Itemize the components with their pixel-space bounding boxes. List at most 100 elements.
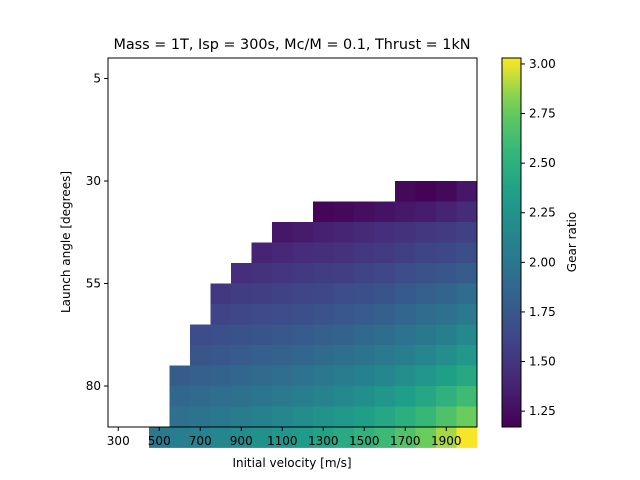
y-axis-label: Launch angle [degrees] <box>59 171 73 313</box>
heatmap-cell <box>456 263 478 284</box>
heatmap-cell <box>456 324 478 346</box>
x-axis-ticks: 300 500 700 900 1100 1300 1500 1700 1900 <box>107 427 462 448</box>
heatmap-cell <box>292 345 314 366</box>
heatmap-cell <box>313 427 334 448</box>
heatmap-cell <box>272 304 293 325</box>
heatmap-cell <box>415 365 437 387</box>
colorbar-tick-label: 2.00 <box>529 255 556 269</box>
heatmap-cell <box>313 242 334 264</box>
heatmap-cell <box>272 222 293 243</box>
heatmap-cell <box>415 201 437 223</box>
heatmap-cell <box>436 201 457 223</box>
x-tick-label: 1900 <box>431 434 462 448</box>
colorbar-tick-label: 2.25 <box>529 206 556 220</box>
heatmap-cell <box>210 324 232 346</box>
heatmap-cell <box>313 222 334 243</box>
heatmap-cell <box>354 242 375 264</box>
heatmap-cell <box>313 345 334 366</box>
heatmap-cell <box>415 406 437 428</box>
heatmap-cell <box>210 386 232 407</box>
heatmap-cell <box>251 406 273 428</box>
x-tick-label: 1500 <box>349 434 380 448</box>
heatmap-cell <box>456 201 478 223</box>
heatmap-cell <box>333 324 355 346</box>
heatmap-cell <box>210 304 232 325</box>
heatmap-cell <box>395 263 416 284</box>
heatmap-cell <box>415 263 437 284</box>
heatmap-cell <box>231 365 252 387</box>
heatmap-cell <box>292 324 314 346</box>
heatmap-cell <box>190 427 211 448</box>
y-tick-label: 5 <box>93 72 101 86</box>
heatmap-cell <box>333 222 355 243</box>
heatmap-cell <box>169 365 191 387</box>
heatmap-cell <box>436 222 457 243</box>
heatmap-cell <box>436 181 457 202</box>
heatmap-cell <box>374 406 396 428</box>
plot-frame <box>107 57 478 428</box>
heatmap-cell <box>272 283 293 305</box>
heatmap-cell <box>415 304 437 325</box>
x-tick-label: 900 <box>230 434 253 448</box>
heatmap-cell <box>456 427 478 448</box>
heatmap-cell <box>251 263 273 284</box>
heatmap-cell <box>231 263 252 284</box>
heatmap-cell <box>333 263 355 284</box>
heatmap-cell <box>231 283 252 305</box>
y-tick-label: 80 <box>86 379 101 393</box>
heatmap-cell <box>395 242 416 264</box>
heatmap-cell <box>415 427 437 448</box>
heatmap-cell <box>231 406 252 428</box>
heatmap-cell <box>395 406 416 428</box>
heatmap-cell <box>354 324 375 346</box>
heatmap-cell <box>251 427 273 448</box>
heatmap-cell <box>436 365 457 387</box>
heatmap-cell <box>354 345 375 366</box>
x-tick-label: 1300 <box>308 434 339 448</box>
heatmap-cell <box>231 304 252 325</box>
heatmap-cell <box>354 283 375 305</box>
heatmap-cell <box>210 406 232 428</box>
heatmap-cell <box>354 386 375 407</box>
chart-title: Mass = 1T, Isp = 300s, Mc/M = 0.1, Thrus… <box>113 37 470 53</box>
heatmap-cell <box>354 263 375 284</box>
heatmap-cell <box>272 427 293 448</box>
heatmap-cell <box>436 263 457 284</box>
heatmap-cell <box>231 427 252 448</box>
heatmap-cell <box>313 324 334 346</box>
heatmap-cell <box>415 386 437 407</box>
colorbar-tick-label: 1.50 <box>529 355 556 369</box>
heatmap-cell <box>456 365 478 387</box>
heatmap-cell <box>374 427 396 448</box>
heatmap-cell <box>395 181 416 202</box>
heatmap-cell <box>272 263 293 284</box>
heatmap-cell <box>272 345 293 366</box>
heatmap-cell <box>395 201 416 223</box>
heatmap-cell <box>313 304 334 325</box>
heatmap-cell <box>313 365 334 387</box>
heatmap-cell <box>374 201 396 223</box>
heatmap-cell <box>313 201 334 223</box>
heatmap-cell <box>210 283 232 305</box>
y-tick-label: 30 <box>86 174 101 188</box>
heatmap-cell <box>231 324 252 346</box>
heatmap-cell <box>436 304 457 325</box>
heatmap-cell <box>251 365 273 387</box>
heatmap-cell <box>251 283 273 305</box>
colorbar-tick-label: 1.75 <box>529 305 556 319</box>
heatmap-cell <box>333 386 355 407</box>
heatmap-cell <box>190 365 211 387</box>
heatmap-cell <box>374 324 396 346</box>
heatmap-cell <box>292 427 314 448</box>
heatmap-cell <box>313 283 334 305</box>
heatmap-cell <box>415 345 437 366</box>
heatmap-cell <box>436 283 457 305</box>
heatmap-cell <box>415 283 437 305</box>
heatmap-cell <box>169 427 191 448</box>
y-tick-label: 55 <box>86 277 101 291</box>
heatmap-cell <box>149 427 170 448</box>
x-tick-label: 700 <box>189 434 212 448</box>
heatmap-cell <box>374 365 396 387</box>
heatmap-cell <box>374 283 396 305</box>
